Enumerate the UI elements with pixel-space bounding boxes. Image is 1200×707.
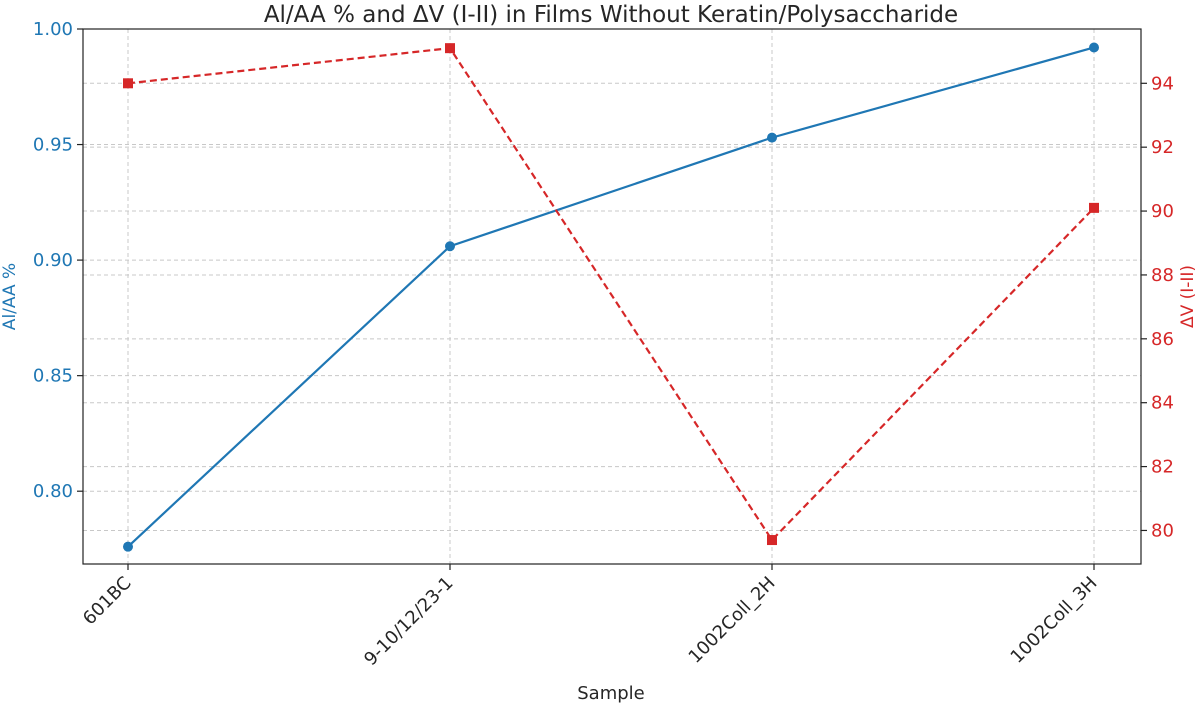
data-point-delta-v: [445, 43, 455, 54]
y-right-tick-label: 80: [1151, 520, 1174, 541]
y-right-tick-label: 84: [1151, 393, 1174, 414]
data-point-delta-v: [1089, 202, 1099, 213]
data-point-al-aa: [445, 241, 455, 252]
y-left-tick-label: 0.80: [33, 481, 73, 502]
data-point-delta-v: [767, 535, 777, 546]
y-right-axis-label: ΔV (I-II): [1178, 265, 1198, 328]
data-point-al-aa: [1089, 42, 1099, 53]
x-tick-label: 1002Coll_3H: [1007, 573, 1102, 668]
y-right-tick-label: 92: [1151, 137, 1174, 158]
plot-frame: [82, 28, 1142, 565]
y-left-tick-label: 0.95: [33, 135, 73, 156]
y-left-tick-label: 1.00: [33, 19, 73, 40]
y-right-tick-label: 82: [1151, 457, 1174, 478]
series-line-delta-v: [127, 46, 1095, 542]
y-left-axis-label: Al/AA %: [0, 263, 20, 330]
y-right-tick-label: 86: [1151, 329, 1174, 350]
series-layer: [123, 42, 1099, 552]
data-point-delta-v: [123, 78, 133, 89]
x-tick-label: 1002Coll_2H: [685, 573, 780, 668]
data-point-al-aa: [123, 541, 133, 552]
labels-layer: 0.80 0.85 0.90 0.95 1.00 80 82 84 86 88 90 92 94 601B…: [0, 19, 1198, 670]
x-tick-label: 601BC: [79, 573, 136, 630]
y-right-tick-label: 94: [1151, 73, 1174, 94]
y-right-tick-label: 88: [1151, 265, 1174, 286]
axes-layer: [77, 28, 1147, 570]
y-right-tick-label: 90: [1151, 201, 1174, 222]
x-axis-label: Sample: [577, 683, 645, 704]
data-point-al-aa: [767, 132, 777, 143]
y-left-tick-label: 0.90: [33, 250, 73, 271]
chart-title: Al/AA % and ΔV (I-II) in Films Without K…: [264, 2, 958, 28]
series-line-al-aa: [127, 46, 1095, 548]
x-tick-label: 9-10/12/23-1: [360, 573, 457, 670]
y-left-tick-label: 0.85: [33, 366, 73, 387]
